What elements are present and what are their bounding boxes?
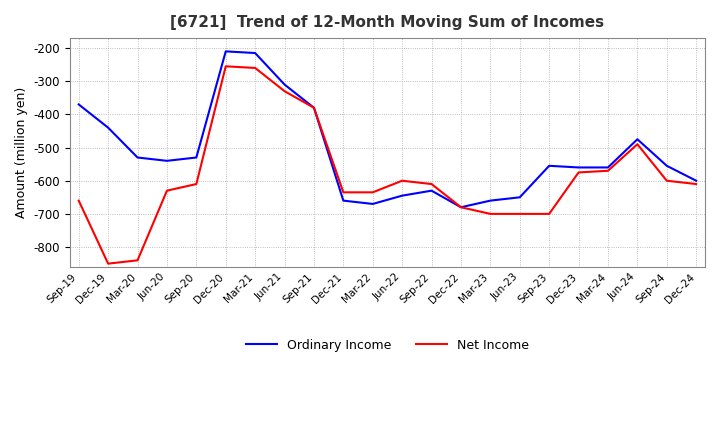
Net Income: [192, 181, 201, 187]
Ordinary Income: [74, 102, 83, 107]
Title: [6721]  Trend of 12-Month Moving Sum of Incomes: [6721] Trend of 12-Month Moving Sum of I…: [171, 15, 605, 30]
Net Income: [74, 198, 83, 203]
Net Income: [104, 261, 112, 266]
Net Income: [222, 64, 230, 69]
Net Income: [603, 168, 612, 173]
Net Income: [251, 65, 259, 70]
Ordinary Income: [369, 201, 377, 206]
Ordinary Income: [633, 137, 642, 142]
Ordinary Income: [516, 194, 524, 200]
Ordinary Income: [575, 165, 583, 170]
Net Income: [369, 190, 377, 195]
Net Income: [516, 211, 524, 216]
Ordinary Income: [104, 125, 112, 130]
Net Income: [662, 178, 671, 183]
Ordinary Income: [339, 198, 348, 203]
Ordinary Income: [603, 165, 612, 170]
Ordinary Income: [192, 155, 201, 160]
Net Income: [633, 142, 642, 147]
Ordinary Income: [163, 158, 171, 164]
Ordinary Income: [486, 198, 495, 203]
Net Income: [398, 178, 407, 183]
Line: Ordinary Income: Ordinary Income: [78, 51, 696, 207]
Ordinary Income: [398, 193, 407, 198]
Net Income: [133, 258, 142, 263]
Ordinary Income: [133, 155, 142, 160]
Net Income: [339, 190, 348, 195]
Line: Net Income: Net Income: [78, 66, 696, 264]
Net Income: [427, 181, 436, 187]
Net Income: [280, 88, 289, 94]
Ordinary Income: [222, 49, 230, 54]
Ordinary Income: [545, 163, 554, 169]
Net Income: [575, 170, 583, 175]
Net Income: [163, 188, 171, 193]
Y-axis label: Amount (million yen): Amount (million yen): [15, 87, 28, 218]
Ordinary Income: [280, 82, 289, 87]
Ordinary Income: [662, 163, 671, 169]
Ordinary Income: [427, 188, 436, 193]
Net Income: [545, 211, 554, 216]
Net Income: [486, 211, 495, 216]
Legend: Ordinary Income, Net Income: Ordinary Income, Net Income: [240, 334, 534, 357]
Net Income: [692, 181, 701, 187]
Ordinary Income: [251, 51, 259, 56]
Ordinary Income: [692, 178, 701, 183]
Net Income: [310, 105, 318, 110]
Net Income: [456, 205, 465, 210]
Ordinary Income: [456, 205, 465, 210]
Ordinary Income: [310, 105, 318, 110]
